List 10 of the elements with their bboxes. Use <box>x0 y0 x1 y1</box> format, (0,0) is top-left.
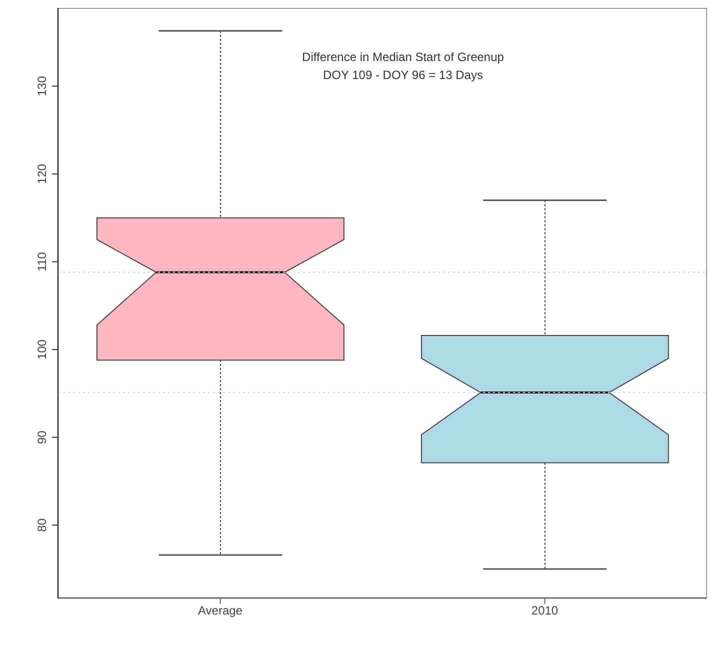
y-tick-label: 120 <box>35 164 49 184</box>
y-tick-label: 110 <box>35 252 49 272</box>
x-tick-label: 2010 <box>531 604 558 618</box>
y-tick-label: 130 <box>35 76 49 96</box>
x-tick-label: Average <box>198 604 243 618</box>
annotation: DOY 109 - DOY 96 = 13 Days <box>322 67 484 84</box>
y-tick-label: 90 <box>35 430 49 444</box>
annotation: Difference in Median Start of Greenup <box>301 49 505 66</box>
y-tick-label: 100 <box>35 339 49 360</box>
y-tick-label: 80 <box>35 518 49 532</box>
